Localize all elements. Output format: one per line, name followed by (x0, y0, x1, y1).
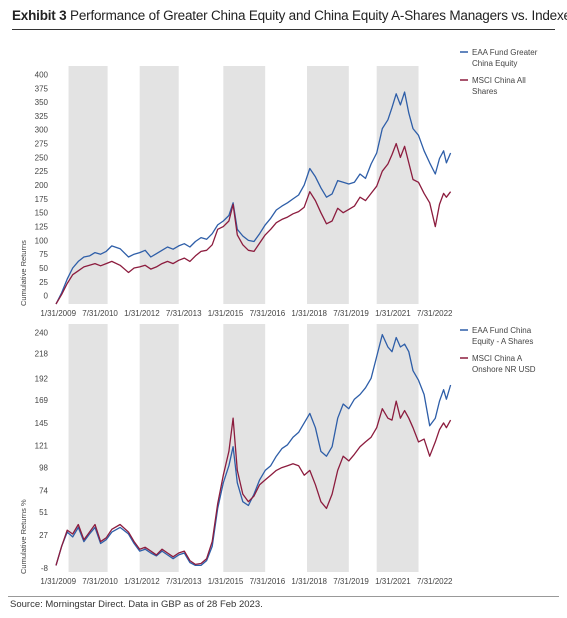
x-tick-label-1-9: 1/31/2021 (375, 309, 411, 318)
x-tick-label-2-6: 7/31/2016 (250, 577, 286, 586)
source-note: Source: Morningstar Direct. Data in GBP … (10, 599, 263, 610)
y-tick-label-1-13: 300 (35, 126, 49, 135)
shaded-band-1-2 (139, 66, 179, 304)
y-tick-label-1-5: 100 (35, 236, 49, 245)
y-tick-label-2-8: 169 (35, 396, 49, 405)
x-tick-label-2-5: 1/31/2015 (208, 577, 244, 586)
y-tick-label-2-7: 145 (35, 419, 49, 428)
y-tick-label-1-11: 250 (35, 153, 49, 162)
shaded-band-1-1 (68, 66, 108, 304)
y-tick-label-1-15: 350 (35, 98, 49, 107)
shaded-band-1-3 (223, 66, 266, 304)
x-tick-label-1-5: 1/31/2015 (208, 309, 244, 318)
y-tick-label-1-4: 75 (39, 250, 48, 259)
y-tick-label-1-3: 50 (39, 264, 48, 273)
legend-label-1-2-1: MSCI China All (472, 76, 526, 85)
y-tick-label-2-6: 121 (35, 442, 49, 451)
legend-label-2-2-1: MSCI China A (472, 354, 523, 363)
shaded-band-2-3 (223, 324, 266, 572)
y-tick-label-2-3: 51 (39, 508, 48, 517)
x-tick-label-1-10: 7/31/2022 (417, 309, 453, 318)
y-tick-label-2-11: 240 (35, 329, 49, 338)
y-tick-label-1-17: 400 (35, 70, 49, 79)
y-tick-label-1-9: 200 (35, 181, 49, 190)
legend-label-1-1-1: EAA Fund Greater (472, 48, 538, 57)
title-rule (12, 29, 555, 30)
x-tick-label-1-1: 1/31/2009 (40, 309, 76, 318)
shaded-band-2-4 (306, 324, 349, 572)
y-tick-label-2-4: 74 (39, 486, 48, 495)
x-tick-label-1-2: 7/31/2010 (82, 309, 118, 318)
y-axis-label-1: Cumulative Returns (19, 240, 28, 306)
exhibit-title: Exhibit 3 Performance of Greater China E… (12, 8, 567, 23)
x-tick-label-2-7: 1/31/2018 (291, 577, 327, 586)
exhibit-label: Exhibit 3 (12, 8, 67, 23)
x-tick-label-1-7: 1/31/2018 (291, 309, 327, 318)
legend-label-2-1-1: EAA Fund China (472, 326, 532, 335)
shaded-band-2-5 (376, 324, 419, 572)
legend-label-1-2-2: Shares (472, 87, 497, 96)
y-tick-label-1-2: 25 (39, 278, 48, 287)
y-tick-label-1-1: 0 (44, 292, 49, 301)
y-tick-label-2-2: 27 (39, 531, 48, 540)
shaded-band-1-5 (376, 66, 419, 304)
y-tick-label-1-12: 275 (35, 140, 49, 149)
y-tick-label-1-14: 325 (35, 112, 49, 121)
y-tick-label-2-1: -8 (41, 564, 49, 573)
y-tick-label-2-5: 98 (39, 464, 48, 473)
y-tick-label-2-10: 218 (35, 350, 49, 359)
y-tick-label-1-8: 175 (35, 195, 49, 204)
y-tick-label-1-10: 225 (35, 167, 49, 176)
y-tick-label-2-9: 192 (35, 374, 49, 383)
footer-rule (8, 596, 559, 597)
x-tick-label-2-3: 1/31/2012 (124, 577, 160, 586)
legend-label-2-1-2: Equity - A Shares (472, 337, 533, 346)
shaded-band-1-4 (306, 66, 349, 304)
x-tick-label-2-10: 7/31/2022 (417, 577, 453, 586)
y-axis-label-2: Cumulative Returns % (19, 499, 28, 574)
x-tick-label-1-8: 7/31/2019 (333, 309, 369, 318)
x-tick-label-1-4: 7/31/2013 (166, 309, 202, 318)
x-tick-label-2-8: 7/31/2019 (333, 577, 369, 586)
legend-label-1-1-2: China Equity (472, 59, 517, 68)
legend-label-2-2-2: Onshore NR USD (472, 365, 536, 374)
y-tick-label-1-16: 375 (35, 84, 49, 93)
x-tick-label-2-4: 7/31/2013 (166, 577, 202, 586)
x-tick-label-2-2: 7/31/2010 (82, 577, 118, 586)
y-tick-label-1-6: 125 (35, 223, 49, 232)
exhibit-title-text: Performance of Greater China Equity and … (70, 8, 567, 23)
x-tick-label-1-3: 1/31/2012 (124, 309, 160, 318)
series-line-2-1 (55, 333, 452, 567)
series-line-1-2 (55, 142, 452, 305)
y-tick-label-1-7: 150 (35, 209, 49, 218)
shaded-band-2-2 (139, 324, 179, 572)
series-line-2-2 (55, 400, 452, 566)
x-tick-label-2-9: 1/31/2021 (375, 577, 411, 586)
x-tick-label-1-6: 7/31/2016 (250, 309, 286, 318)
series-line-1-1 (55, 91, 452, 305)
x-tick-label-2-1: 1/31/2009 (40, 577, 76, 586)
